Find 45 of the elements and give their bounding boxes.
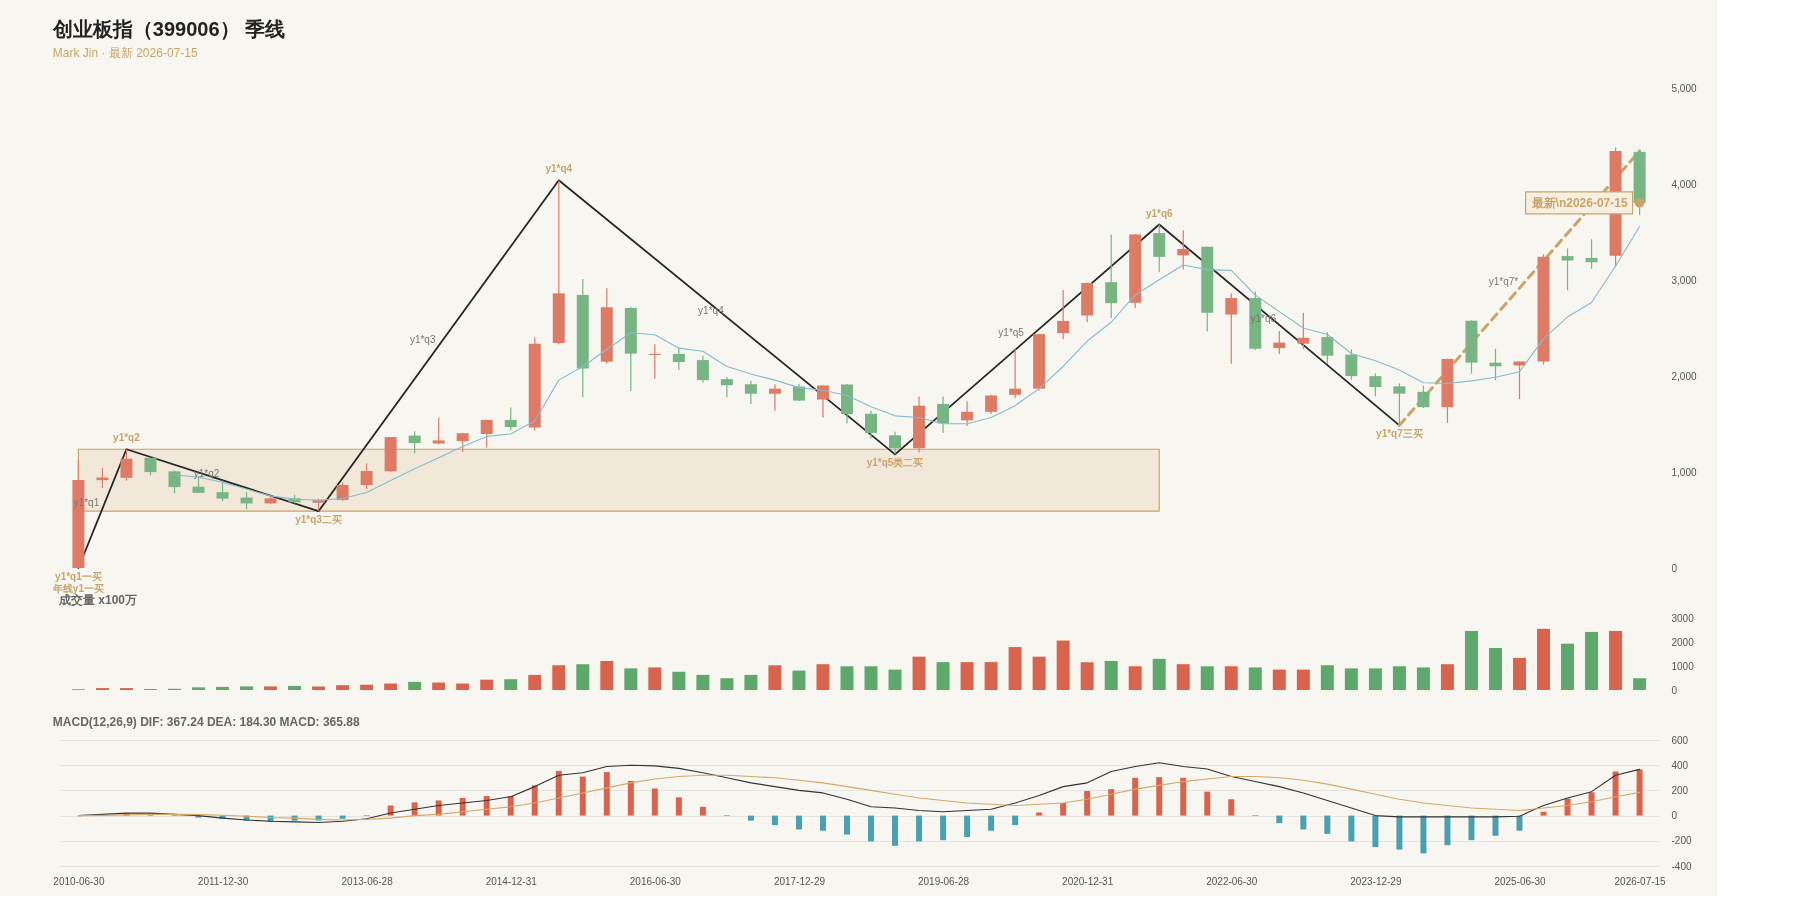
y-tick-label: 4,000 (1671, 178, 1697, 190)
annotation: y1*q3 (409, 333, 436, 345)
x-tick-label: 2023-12-29 (1350, 875, 1402, 887)
chart-title: 创业板指（399006） 季线 (51, 18, 286, 40)
x-tick-label: 2017-12-29 (773, 875, 826, 887)
y-tick-label: 200 (1671, 784, 1689, 796)
y-tick-label: 1000 (1671, 660, 1695, 672)
data-label: y1*q4 (545, 163, 573, 175)
x-tick-label: 2026-07-15 (1614, 875, 1667, 887)
y-tick-label: -200 (1671, 835, 1692, 847)
y-tick-label: 400 (1671, 759, 1689, 771)
x-tick-label: 2019-06-28 (917, 875, 970, 887)
chart-subtitle: Mark Jin · 最新 2026-07-15 (52, 46, 198, 60)
annotation: y1*q7* (1488, 276, 1519, 288)
y-tick-label: 3000 (1671, 612, 1695, 624)
y-tick-label: 0 (1671, 810, 1678, 822)
x-tick-label: 2010-06-30 (53, 875, 105, 887)
data-label: y1*q7三买 (1376, 428, 1423, 440)
x-tick-label: 2020-12-31 (1062, 875, 1114, 887)
chart-title: MACD(12,26,9) DIF: 367.24 DEA: 184.30 MACD: 365.88 (52, 715, 360, 729)
y-tick-label: -400 (1671, 860, 1692, 872)
y-tick-label: 3,000 (1671, 274, 1697, 286)
x-tick-label: 2016-06-30 (629, 875, 682, 887)
y-tick-label: 5,000 (1671, 82, 1697, 94)
data-label: y1*q1一买 (55, 571, 102, 582)
y-tick-label: 600 (1671, 734, 1689, 746)
chart-title: 成交量 x100万 (58, 593, 138, 607)
x-tick-label: 2013-06-28 (341, 875, 394, 887)
x-tick-label: 2014-12-31 (485, 875, 538, 887)
y-tick-label: 2000 (1671, 636, 1695, 648)
x-tick-label: 2025-06-30 (1494, 875, 1547, 887)
x-tick-label: 2011-12-30 (197, 875, 249, 887)
data-label: 最新\n2026-07-15 (1530, 195, 1628, 210)
annotation: y1*q5 (998, 327, 1025, 339)
x-tick-label: 2022-06-30 (1206, 875, 1258, 887)
data-label: y1*q2 (113, 432, 141, 444)
data-label: y1*q6 (1145, 207, 1174, 219)
text: 年线y1一买 (51, 583, 104, 594)
y-tick-label: 0 (1671, 684, 1678, 696)
y-tick-label: 2,000 (1671, 370, 1697, 382)
data-label: y1*q5类二买 (866, 457, 924, 469)
y-tick-label: 0 (1671, 562, 1678, 574)
y-tick-label: 1,000 (1671, 466, 1697, 478)
annotation: y1*q6 (1250, 312, 1277, 324)
data-label: y1*q3二买 (295, 514, 342, 526)
